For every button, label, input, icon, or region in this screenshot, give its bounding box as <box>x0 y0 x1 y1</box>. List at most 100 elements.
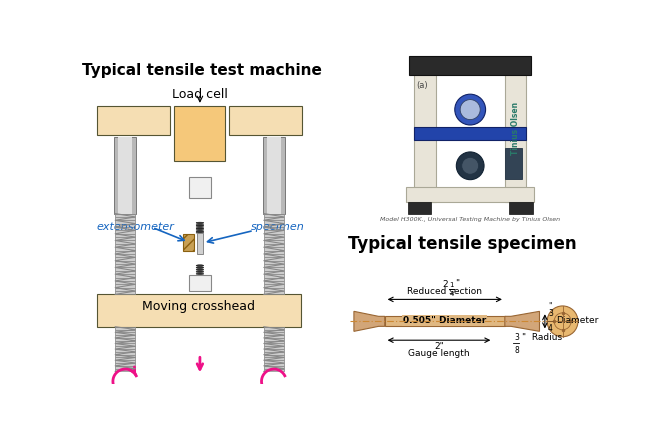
Bar <box>118 137 132 213</box>
Polygon shape <box>505 311 540 331</box>
Circle shape <box>455 94 486 125</box>
Bar <box>97 106 170 135</box>
Polygon shape <box>264 277 284 281</box>
Bar <box>505 148 522 179</box>
Polygon shape <box>264 251 284 254</box>
Polygon shape <box>115 338 135 341</box>
Polygon shape <box>264 254 284 257</box>
Polygon shape <box>264 264 284 267</box>
Polygon shape <box>264 338 284 341</box>
Polygon shape <box>264 352 284 355</box>
Text: extensometer: extensometer <box>97 222 175 232</box>
Polygon shape <box>264 363 284 366</box>
Bar <box>408 202 431 213</box>
Text: Diameter: Diameter <box>556 316 598 325</box>
Polygon shape <box>264 257 284 260</box>
Bar <box>263 137 285 213</box>
Polygon shape <box>264 271 284 274</box>
Polygon shape <box>115 271 135 274</box>
Polygon shape <box>115 349 135 352</box>
Ellipse shape <box>196 226 203 228</box>
Polygon shape <box>115 247 135 251</box>
Bar <box>385 316 505 326</box>
Bar <box>189 275 211 291</box>
Text: ": " <box>456 279 460 288</box>
Text: 2: 2 <box>442 280 448 289</box>
Ellipse shape <box>196 267 203 268</box>
Polygon shape <box>115 224 135 227</box>
Text: "  Radius: " Radius <box>522 333 562 342</box>
Ellipse shape <box>196 274 203 276</box>
Polygon shape <box>264 244 284 247</box>
Polygon shape <box>115 234 135 237</box>
Polygon shape <box>115 281 135 284</box>
Polygon shape <box>115 230 135 234</box>
Ellipse shape <box>196 231 203 232</box>
Bar <box>183 234 194 251</box>
Polygon shape <box>264 227 284 230</box>
Polygon shape <box>264 346 284 349</box>
Polygon shape <box>115 244 135 247</box>
Polygon shape <box>264 349 284 352</box>
Polygon shape <box>264 360 284 363</box>
Text: 3: 3 <box>514 333 519 342</box>
Text: Moving crosshead: Moving crosshead <box>142 300 255 313</box>
Polygon shape <box>115 357 135 360</box>
Bar <box>189 177 211 198</box>
Polygon shape <box>115 335 135 338</box>
Text: Gauge length: Gauge length <box>408 349 470 358</box>
Polygon shape <box>264 327 284 330</box>
Ellipse shape <box>196 228 203 229</box>
Polygon shape <box>115 237 135 241</box>
Text: ": " <box>548 302 551 311</box>
Polygon shape <box>264 213 284 217</box>
Ellipse shape <box>196 232 203 233</box>
Ellipse shape <box>196 229 203 231</box>
Polygon shape <box>115 360 135 363</box>
Polygon shape <box>115 346 135 349</box>
Polygon shape <box>264 281 284 284</box>
Circle shape <box>460 100 480 120</box>
Polygon shape <box>115 366 135 368</box>
Polygon shape <box>264 355 284 357</box>
Circle shape <box>456 152 484 180</box>
Text: Typical tensile test machine: Typical tensile test machine <box>83 64 322 78</box>
Circle shape <box>547 306 578 337</box>
Polygon shape <box>264 241 284 244</box>
Polygon shape <box>264 357 284 360</box>
Text: specimen: specimen <box>251 222 304 232</box>
Polygon shape <box>115 267 135 271</box>
Bar <box>414 67 436 202</box>
Polygon shape <box>264 234 284 237</box>
Polygon shape <box>115 241 135 244</box>
Polygon shape <box>264 220 284 224</box>
Polygon shape <box>115 332 135 335</box>
Polygon shape <box>115 264 135 267</box>
Polygon shape <box>264 217 284 220</box>
Text: 8: 8 <box>514 346 519 355</box>
Polygon shape <box>264 330 284 332</box>
Polygon shape <box>115 277 135 281</box>
Text: Model H300K., Universal Testing Machine by Tinius Olsen: Model H300K., Universal Testing Machine … <box>380 217 560 222</box>
Ellipse shape <box>196 222 203 223</box>
Bar <box>510 202 532 213</box>
Polygon shape <box>115 327 135 330</box>
Text: 1: 1 <box>449 282 454 288</box>
Polygon shape <box>115 363 135 366</box>
Bar <box>406 187 534 202</box>
Polygon shape <box>264 274 284 277</box>
Text: 4: 4 <box>449 291 454 297</box>
Polygon shape <box>115 284 135 288</box>
Ellipse shape <box>196 269 203 270</box>
Ellipse shape <box>196 223 203 225</box>
Ellipse shape <box>196 225 203 226</box>
Polygon shape <box>264 224 284 227</box>
Polygon shape <box>115 291 135 294</box>
Bar <box>114 137 136 213</box>
Text: Typical tensile specimen: Typical tensile specimen <box>348 235 577 253</box>
Bar <box>97 294 301 327</box>
Polygon shape <box>115 213 135 217</box>
Polygon shape <box>115 343 135 346</box>
Polygon shape <box>264 291 284 294</box>
Polygon shape <box>115 227 135 230</box>
